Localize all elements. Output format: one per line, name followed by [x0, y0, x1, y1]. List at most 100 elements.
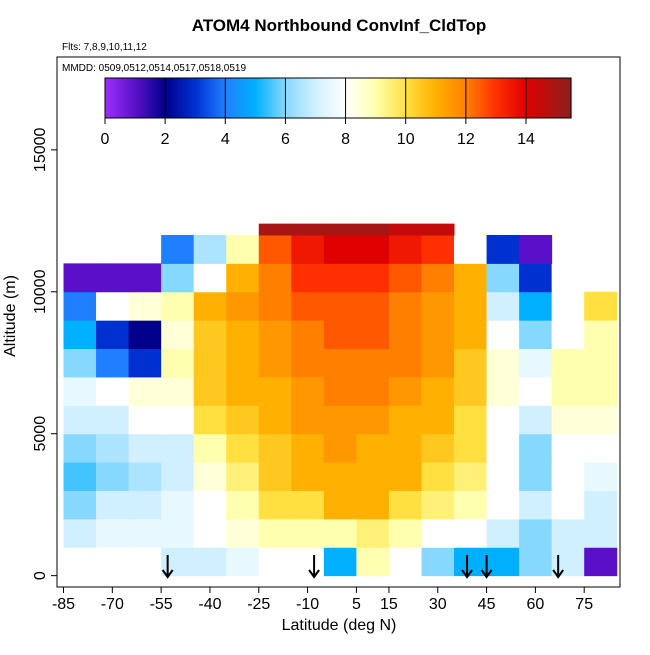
- heat-cell: [421, 547, 455, 577]
- heat-cell: [96, 320, 130, 350]
- heat-cell: [323, 518, 357, 548]
- arrow: [161, 555, 174, 579]
- heat-cell: [356, 223, 390, 236]
- heat-cell: [161, 518, 195, 548]
- arrow: [308, 555, 320, 579]
- heat-cell: [226, 348, 260, 378]
- heat-cell: [519, 547, 553, 577]
- heat-cell: [454, 433, 488, 463]
- x-tick-label: -10: [296, 596, 319, 613]
- arrow: [461, 555, 473, 579]
- heat-cell: [356, 376, 390, 406]
- chart-title: ATOM4 Northbound ConvInf_CldTop: [192, 16, 487, 35]
- heat-cell: [193, 405, 227, 435]
- heat-cell: [63, 376, 97, 406]
- heat-cell: [226, 547, 260, 577]
- heat-cell: [96, 490, 130, 520]
- heat-cell: [291, 433, 325, 463]
- heat-cell: [421, 376, 455, 406]
- heat-cell: [519, 234, 553, 264]
- heat-cell: [161, 405, 195, 435]
- heat-cell: [519, 263, 553, 293]
- x-tick-label: 15: [380, 596, 398, 613]
- heat-cell: [454, 405, 488, 435]
- heat-cell: [193, 547, 227, 577]
- heat-cell: [291, 320, 325, 350]
- heat-cell: [63, 405, 97, 435]
- heat-cell: [291, 223, 325, 236]
- heat-cell: [388, 405, 422, 435]
- heat-cell: [96, 433, 130, 463]
- heat-cell: [421, 320, 455, 350]
- heat-cell: [161, 547, 195, 577]
- heat-cell: [551, 405, 585, 435]
- heat-cell: [388, 223, 422, 236]
- heat-cell: [356, 263, 390, 293]
- heat-cell: [291, 291, 325, 321]
- heat-cell: [584, 348, 618, 378]
- heat-cell: [63, 263, 97, 293]
- x-tick-label: -85: [52, 596, 75, 613]
- arrow: [480, 555, 493, 579]
- heat-cell: [388, 376, 422, 406]
- heatmap: [63, 223, 618, 577]
- heat-cell: [291, 376, 325, 406]
- heat-cell: [584, 433, 618, 463]
- heat-cell: [356, 462, 390, 491]
- heat-cell: [356, 547, 390, 577]
- heat-cell: [128, 518, 162, 548]
- heat-cell: [454, 376, 488, 406]
- heat-cell: [519, 376, 553, 406]
- heat-cell: [584, 291, 618, 321]
- heat-cell: [421, 223, 455, 236]
- heat-cell: [96, 348, 130, 378]
- heat-cell: [63, 490, 97, 520]
- x-tick-label: 5: [352, 596, 361, 613]
- heat-cell: [291, 405, 325, 435]
- heat-cell: [388, 263, 422, 293]
- heat-cell: [161, 462, 195, 491]
- heat-cell: [161, 490, 195, 520]
- heat-cell: [323, 490, 357, 520]
- heat-cell: [258, 320, 292, 350]
- colorbar-tick-label: 14: [517, 131, 535, 148]
- heat-cell: [161, 376, 195, 406]
- heat-cell: [584, 547, 618, 577]
- heat-cell: [291, 462, 325, 491]
- heat-cell: [193, 376, 227, 406]
- heat-cell: [486, 547, 520, 577]
- heat-cell: [323, 348, 357, 378]
- heat-cell: [421, 263, 455, 293]
- heat-cell: [226, 490, 260, 520]
- heat-cell: [584, 462, 618, 491]
- heat-cell: [161, 320, 195, 350]
- y-axis-label: Altitude (m): [2, 275, 19, 357]
- heat-cell: [226, 234, 260, 264]
- heat-cell: [519, 490, 553, 520]
- heat-cell: [551, 263, 585, 293]
- heat-cell: [519, 462, 553, 491]
- heat-cell: [226, 518, 260, 548]
- heat-cell: [128, 320, 162, 350]
- heat-cell: [291, 490, 325, 520]
- heat-cell: [356, 518, 390, 548]
- heat-cell: [454, 518, 488, 548]
- heat-cell: [161, 234, 195, 264]
- y-tick-label: 0: [32, 571, 49, 580]
- heat-cell: [519, 320, 553, 350]
- heat-cell: [128, 376, 162, 406]
- heat-cell: [96, 518, 130, 548]
- heat-cell: [161, 433, 195, 463]
- heat-cell: [258, 263, 292, 293]
- heat-cell: [128, 405, 162, 435]
- heat-cell: [323, 462, 357, 491]
- heat-cell: [584, 376, 618, 406]
- heat-cell: [193, 490, 227, 520]
- y-tick-label: 5000: [32, 416, 49, 452]
- arrow: [552, 555, 564, 579]
- heat-cell: [128, 348, 162, 378]
- heat-cell: [258, 348, 292, 378]
- heat-cell: [258, 490, 292, 520]
- heat-cell: [421, 291, 455, 321]
- heat-cell: [258, 433, 292, 463]
